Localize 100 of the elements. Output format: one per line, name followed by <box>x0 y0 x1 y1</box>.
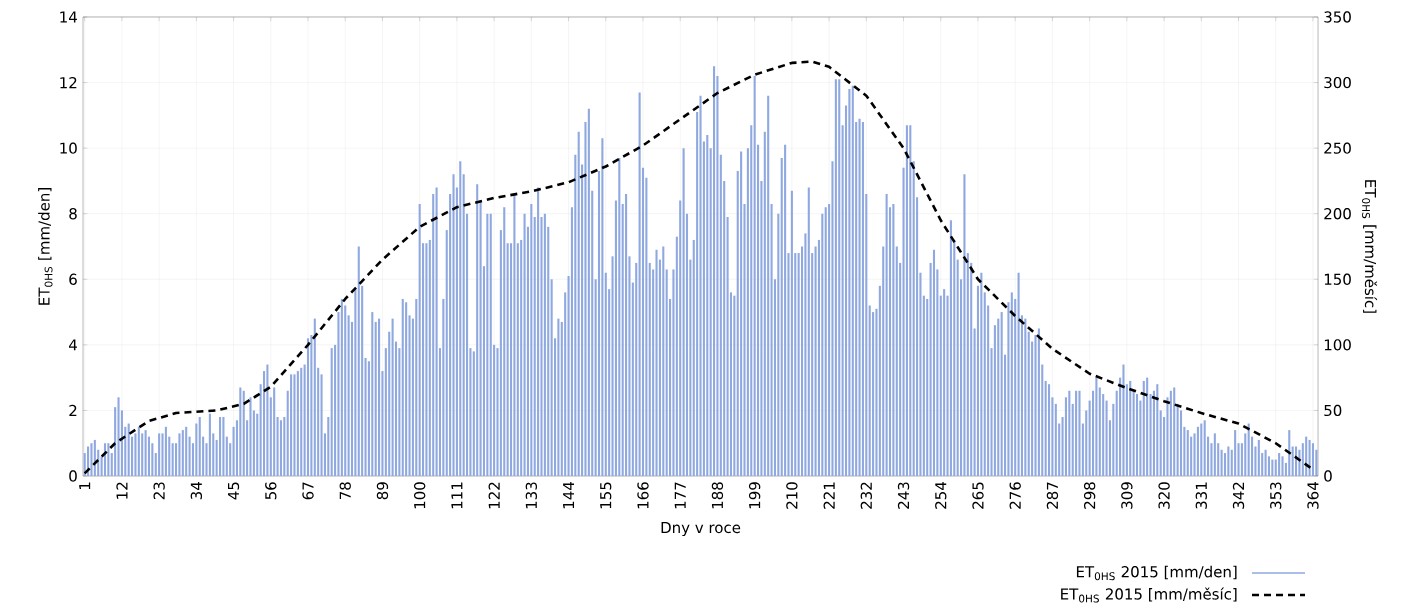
y-tick-label: 10 <box>60 142 77 154</box>
bar <box>276 416 279 476</box>
bar <box>144 430 147 476</box>
x-tick-label: 188 <box>711 482 724 509</box>
bar <box>1257 439 1260 476</box>
bar <box>1027 331 1030 476</box>
bar <box>415 298 418 476</box>
bar <box>1278 453 1281 476</box>
bar <box>956 259 959 476</box>
bar <box>625 194 628 476</box>
bar <box>513 194 516 476</box>
bar <box>425 243 428 476</box>
x-tick-label: 177 <box>674 482 686 509</box>
bar <box>401 298 404 476</box>
bar <box>1098 387 1101 476</box>
bar <box>997 318 1000 476</box>
bar <box>895 246 898 476</box>
bar <box>1156 384 1159 476</box>
bar <box>1271 459 1274 476</box>
bar <box>225 436 228 476</box>
x-tick-label: 34 <box>190 482 203 500</box>
bar <box>557 318 560 476</box>
bar <box>804 233 807 476</box>
bar <box>1068 390 1071 476</box>
x-tick-label: 243 <box>897 482 910 509</box>
bar <box>1075 390 1078 476</box>
bar <box>523 213 526 476</box>
bar <box>1054 403 1057 476</box>
bar <box>222 416 225 476</box>
bar <box>912 161 915 476</box>
x-tick-label: 45 <box>228 482 240 500</box>
bar <box>909 125 912 476</box>
bar <box>851 85 854 476</box>
bar <box>462 174 465 476</box>
bar <box>672 269 675 476</box>
x-tick-label: 1 <box>79 482 91 490</box>
bar <box>635 262 638 476</box>
bar <box>1281 456 1284 476</box>
bar <box>537 187 540 476</box>
bar <box>164 426 167 476</box>
bar <box>391 318 394 476</box>
bar <box>181 430 184 476</box>
y2-tick-label: 300 <box>1324 76 1351 89</box>
bar <box>198 416 201 476</box>
y2-tick-label: 350 <box>1324 11 1351 23</box>
bar <box>1047 384 1051 476</box>
bar <box>256 413 259 476</box>
y-tick-label: 2 <box>69 404 77 416</box>
bar <box>208 413 211 476</box>
x-tick-label: 155 <box>600 482 612 509</box>
bar <box>1129 380 1132 476</box>
bar <box>195 423 198 476</box>
y-tick-label: 6 <box>69 273 77 285</box>
bar <box>638 92 641 476</box>
bar <box>905 125 908 476</box>
bar <box>777 213 780 476</box>
bar <box>1122 364 1125 476</box>
bar <box>648 262 651 476</box>
bar <box>249 397 252 476</box>
bar <box>1179 410 1183 476</box>
bar <box>1213 433 1216 476</box>
bar <box>1227 446 1230 476</box>
bar <box>679 200 682 476</box>
bar <box>1247 423 1250 476</box>
bar <box>327 416 330 476</box>
bar <box>726 216 729 476</box>
bar <box>838 79 841 476</box>
y-tick-label: 14 <box>60 11 77 23</box>
x-tick-label: 298 <box>1083 482 1096 509</box>
bar <box>821 213 824 476</box>
bar <box>1159 410 1162 476</box>
x-tick-label: 78 <box>339 482 351 500</box>
bar <box>290 374 293 476</box>
bar <box>178 433 181 476</box>
bar <box>892 203 895 476</box>
bar <box>266 364 269 476</box>
bar <box>1146 377 1149 476</box>
bar <box>506 243 509 476</box>
bar <box>1186 430 1189 476</box>
bar <box>1132 390 1135 476</box>
bar <box>1000 312 1003 476</box>
bar <box>134 433 137 476</box>
bar <box>310 335 313 476</box>
bar <box>858 118 861 476</box>
y-axis-title: ET$_{0HS}$ [mm/den] <box>38 188 53 305</box>
x-tick-label: 276 <box>1009 482 1021 509</box>
bar <box>188 436 191 476</box>
bar <box>740 151 743 476</box>
bar <box>618 157 621 476</box>
x-tick-label: 12 <box>116 482 128 499</box>
bar <box>1095 377 1098 476</box>
bar <box>293 374 296 476</box>
bar <box>543 213 546 476</box>
bar <box>107 443 110 476</box>
bar <box>1142 380 1145 476</box>
bar <box>330 348 333 476</box>
bar <box>1037 328 1040 476</box>
bar <box>868 305 871 476</box>
bar <box>882 246 885 476</box>
bar <box>239 387 242 476</box>
